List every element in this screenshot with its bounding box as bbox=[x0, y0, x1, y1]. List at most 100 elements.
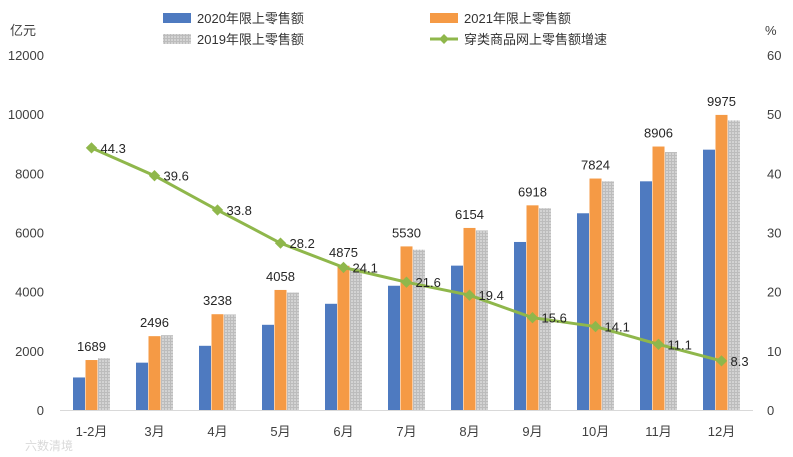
bar-3-6 bbox=[476, 230, 488, 410]
bar-1-8 bbox=[577, 213, 589, 410]
bar-value-label-9: 8906 bbox=[644, 126, 673, 141]
growth-value-label-5: 21.6 bbox=[416, 275, 441, 290]
growth-value-label-9: 11.1 bbox=[668, 337, 692, 352]
x-tick-label-7: 9月 bbox=[522, 424, 542, 439]
left-tick-label-2: 4000 bbox=[15, 285, 44, 300]
bar-2-5 bbox=[400, 246, 413, 410]
growth-marker-7 bbox=[526, 312, 539, 324]
x-tick-label-0: 1-2月 bbox=[76, 424, 108, 439]
bar-1-10 bbox=[703, 149, 715, 410]
bar-value-label-7: 6918 bbox=[518, 184, 547, 199]
legend-swatch-2019 bbox=[163, 34, 191, 44]
growth-marker-10 bbox=[715, 355, 728, 367]
bar-series bbox=[73, 114, 740, 411]
legend-label-2019: 2019年限上零售额 bbox=[197, 32, 304, 47]
right-tick-label-0: 0 bbox=[767, 403, 774, 418]
right-tick-label-5: 50 bbox=[767, 107, 781, 122]
bar-2-3 bbox=[274, 289, 287, 410]
x-axis: 1-2月 3月 4月 5月 6月 7月 8月 9月 10月 11月 12月 bbox=[60, 410, 753, 439]
left-tick-label-3: 6000 bbox=[15, 226, 44, 241]
bar-2-4 bbox=[337, 265, 350, 410]
growth-value-label-4: 24.1 bbox=[353, 260, 378, 275]
bar-2-7 bbox=[526, 205, 539, 410]
bar-3-3 bbox=[287, 292, 299, 410]
bar-2-1 bbox=[148, 336, 161, 410]
bar-3-5 bbox=[413, 249, 425, 410]
x-tick-label-10: 12月 bbox=[708, 424, 735, 439]
bar-value-label-3: 4058 bbox=[266, 269, 295, 284]
bar-3-0 bbox=[98, 358, 110, 410]
x-tick-label-6: 8月 bbox=[459, 424, 479, 439]
bar-3-10 bbox=[728, 120, 740, 411]
bar-value-label-8: 7824 bbox=[581, 158, 610, 173]
left-axis: 0 2000 4000 6000 8000 10000 12000 bbox=[8, 48, 44, 418]
bar-3-9 bbox=[665, 152, 677, 411]
legend-label-2021: 2021年限上零售额 bbox=[464, 11, 571, 26]
growth-marker-8 bbox=[589, 320, 602, 333]
bar-value-label-6: 6154 bbox=[455, 207, 484, 222]
bar-1-2 bbox=[199, 345, 211, 410]
bar-3-7 bbox=[539, 208, 551, 410]
right-tick-label-3: 30 bbox=[767, 226, 781, 241]
bar-1-4 bbox=[325, 303, 337, 410]
bar-value-label-4: 4875 bbox=[329, 245, 358, 260]
bar-value-label-0: 1689 bbox=[77, 339, 106, 354]
bar-1-7 bbox=[514, 241, 526, 410]
legend-swatch-2021 bbox=[430, 13, 458, 23]
x-tick-label-4: 6月 bbox=[333, 424, 353, 439]
bar-2-10 bbox=[715, 114, 728, 410]
growth-value-label-2: 33.8 bbox=[227, 203, 252, 218]
left-tick-label-1: 2000 bbox=[15, 344, 44, 359]
legend-label-2020: 2020年限上零售额 bbox=[197, 11, 304, 26]
bar-1-0 bbox=[73, 377, 85, 410]
growth-value-label-0: 44.3 bbox=[101, 141, 126, 156]
growth-marker-4 bbox=[337, 261, 350, 274]
legend-label-growth: 穿类商品网上零售额增速 bbox=[464, 32, 607, 47]
left-tick-label-6: 12000 bbox=[8, 48, 44, 63]
right-axis-unit: % bbox=[765, 23, 777, 38]
bar-2-6 bbox=[463, 227, 476, 410]
bar-1-5 bbox=[388, 285, 400, 410]
x-tick-label-2: 4月 bbox=[207, 424, 227, 439]
line-value-labels: 44.3 39.6 33.8 28.2 24.1 21.6 19.4 15.6 14.1 11.1… bbox=[101, 141, 749, 369]
growth-value-label-8: 14.1 bbox=[605, 320, 630, 335]
bar-value-label-10: 9975 bbox=[707, 94, 736, 109]
x-tick-label-5: 7月 bbox=[396, 424, 416, 439]
line-series bbox=[85, 142, 728, 367]
bar-3-8 bbox=[602, 181, 614, 410]
right-axis: 0 10 20 30 40 50 60 bbox=[767, 48, 781, 418]
bar-value-label-5: 5530 bbox=[392, 225, 421, 240]
right-tick-label-1: 10 bbox=[767, 344, 781, 359]
bar-2-2 bbox=[211, 314, 224, 410]
bar-1-9 bbox=[640, 181, 652, 410]
x-tick-label-8: 10月 bbox=[582, 424, 609, 439]
growth-marker-6 bbox=[463, 289, 476, 301]
bar-1-6 bbox=[451, 265, 463, 410]
legend: 2020年限上零售额 2021年限上零售额 2019年限上零售额 穿类商品网上零… bbox=[163, 11, 607, 47]
growth-marker-1 bbox=[148, 170, 161, 182]
legend-marker-growth bbox=[439, 34, 449, 44]
left-tick-label-4: 8000 bbox=[15, 166, 44, 181]
growth-value-label-10: 8.3 bbox=[731, 354, 749, 369]
bar-1-1 bbox=[136, 362, 148, 410]
bar-2-0 bbox=[85, 360, 98, 410]
bar-2-9 bbox=[652, 146, 665, 411]
bar-value-label-1: 2496 bbox=[140, 315, 169, 330]
bar-1-3 bbox=[262, 324, 274, 410]
growth-marker-3 bbox=[274, 237, 287, 249]
growth-value-label-6: 19.4 bbox=[479, 288, 504, 303]
growth-marker-2 bbox=[211, 204, 224, 216]
bar-3-1 bbox=[161, 335, 173, 410]
bar-value-labels: 1689 2496 3238 4058 4875 5530 6154 6918 7824 8906… bbox=[77, 94, 736, 354]
left-tick-label-5: 10000 bbox=[8, 107, 44, 122]
growth-value-label-3: 28.2 bbox=[290, 236, 315, 251]
bar-value-label-2: 3238 bbox=[203, 293, 232, 308]
x-tick-label-9: 11月 bbox=[645, 424, 672, 439]
growth-value-label-7: 15.6 bbox=[542, 311, 567, 326]
growth-value-label-1: 39.6 bbox=[164, 169, 189, 184]
growth-marker-5 bbox=[400, 276, 413, 288]
bar-2-8 bbox=[589, 178, 602, 410]
x-tick-label-1: 3月 bbox=[144, 424, 164, 439]
